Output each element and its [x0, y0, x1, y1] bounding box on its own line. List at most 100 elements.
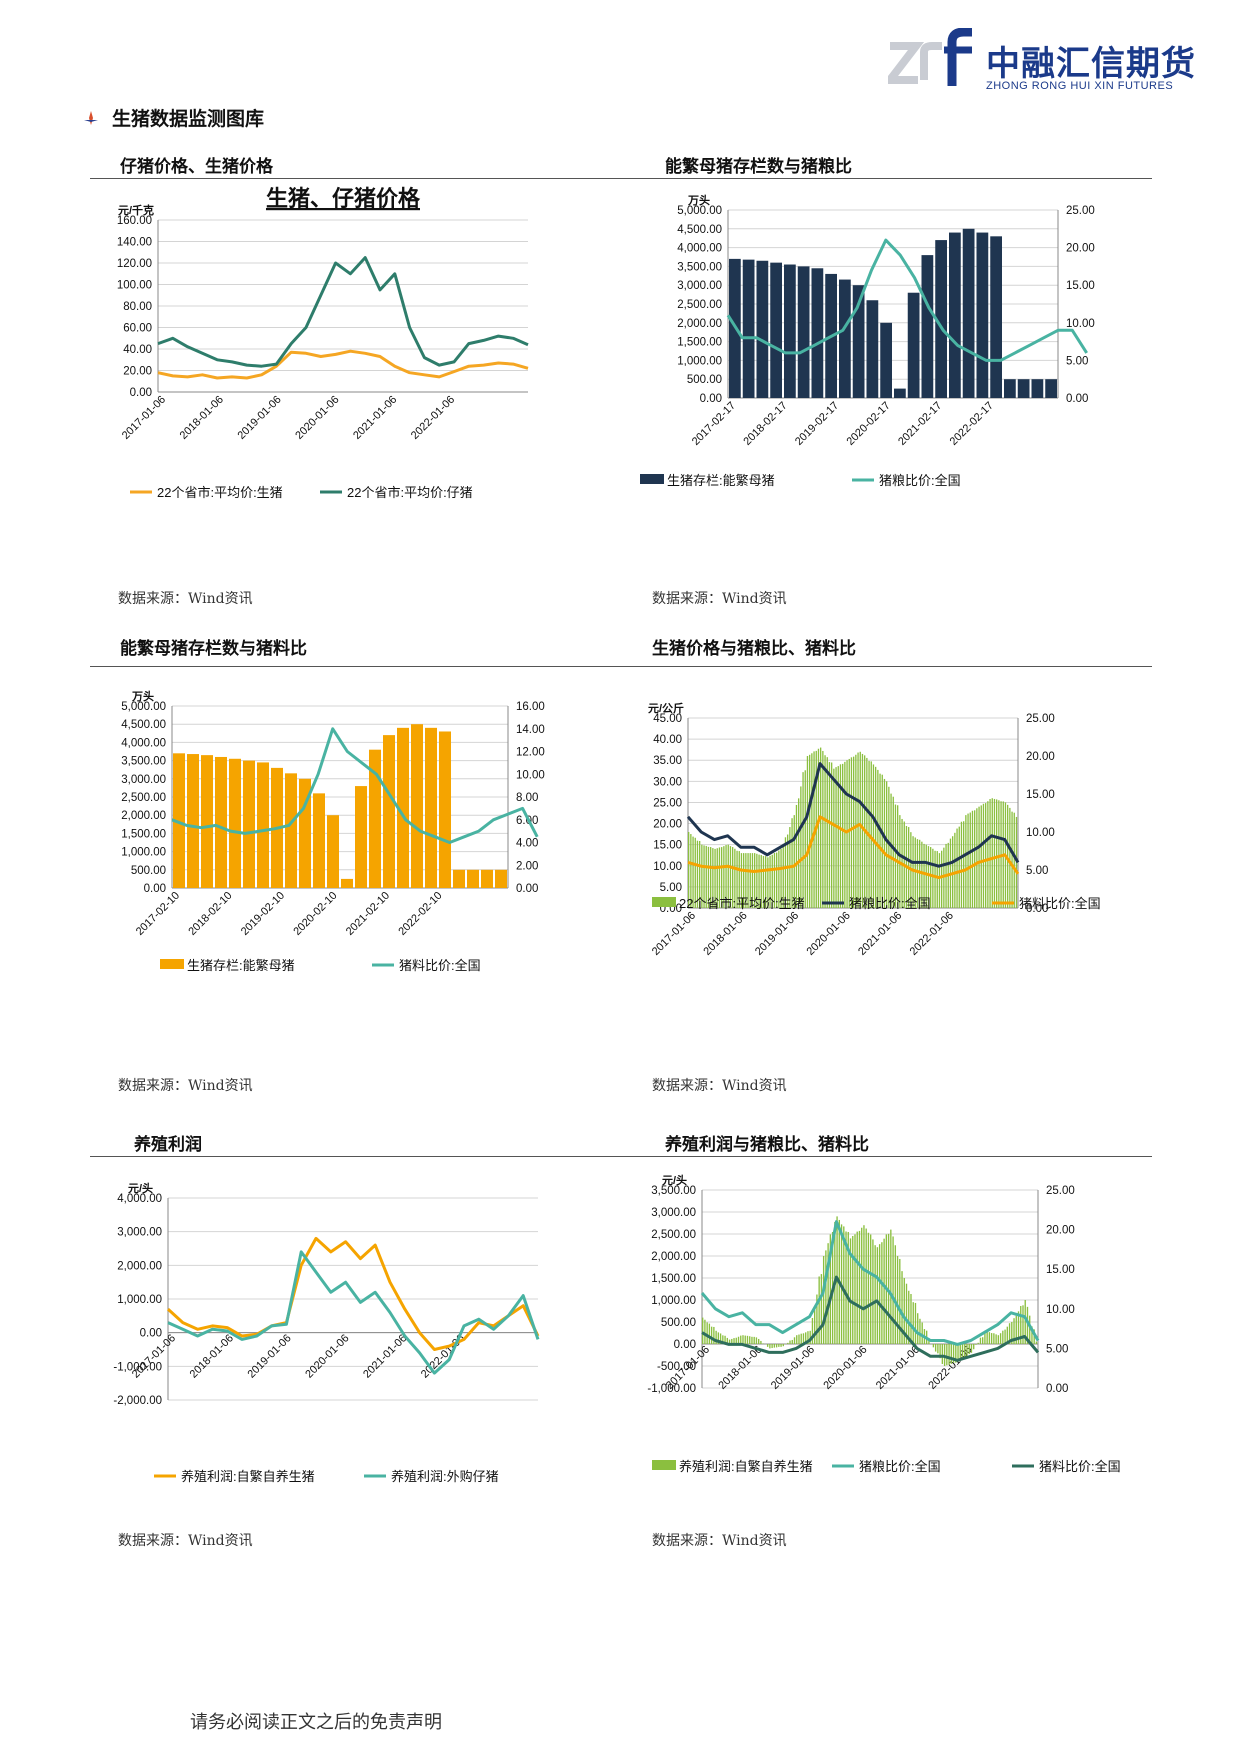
brand-name-cn: 中融汇信期货	[986, 44, 1196, 84]
bar	[782, 843, 784, 908]
bar	[1008, 1323, 1011, 1344]
bar	[872, 1239, 874, 1344]
bar	[717, 1332, 720, 1344]
bar	[934, 850, 936, 908]
y-tick-label: 160.00	[117, 215, 152, 227]
bar	[965, 815, 967, 908]
x-tick-label: 2017-01-06	[650, 910, 698, 958]
x-tick-label: 2019-01-06	[245, 1332, 293, 1380]
legend-label: 猪粮比价:全国	[879, 473, 961, 488]
bar	[883, 1238, 885, 1344]
y-tick-label: 3,000.00	[677, 280, 722, 292]
bar	[822, 1256, 825, 1344]
y-tick-label: 15.00	[653, 840, 682, 852]
bar	[809, 754, 811, 908]
bar	[848, 758, 850, 908]
bar	[722, 1335, 724, 1344]
y2-tick-label: 10.00	[1046, 1304, 1075, 1316]
x-tick-label: 2021-02-17	[896, 400, 944, 448]
bar	[993, 798, 996, 908]
bar	[762, 1343, 764, 1344]
bar	[775, 1344, 778, 1348]
x-tick-label: 2021-01-06	[874, 1344, 922, 1392]
y-tick-label: 1,000.00	[651, 1295, 696, 1307]
bar	[703, 845, 705, 908]
bullet-icon	[84, 108, 98, 130]
bar	[802, 1333, 805, 1344]
bar	[742, 259, 755, 398]
y-tick-label: 35.00	[653, 755, 682, 767]
bar	[880, 322, 892, 398]
bar	[756, 853, 758, 908]
bar	[229, 758, 241, 888]
x-tick-label: 2020-01-06	[821, 1344, 869, 1392]
y-tick-label: 60.00	[123, 323, 152, 335]
bar	[863, 1225, 865, 1344]
y-axis-unit: 元/公斤	[648, 701, 684, 715]
bar	[952, 1344, 955, 1363]
y-tick-label: 1,500.00	[677, 337, 722, 349]
bar	[798, 798, 800, 908]
bar	[956, 828, 958, 908]
bar	[874, 1245, 876, 1344]
bar	[995, 1334, 997, 1344]
bar	[835, 767, 837, 908]
y-tick-label: 500.00	[131, 865, 166, 877]
bar	[847, 1231, 849, 1344]
bar	[858, 1230, 861, 1344]
bar	[916, 839, 919, 908]
bar	[914, 837, 916, 908]
y-axis-unit: 元/千克	[118, 203, 154, 217]
bar	[1020, 1306, 1022, 1344]
bar	[930, 847, 932, 908]
bar	[1045, 379, 1057, 398]
bar	[977, 1342, 979, 1344]
bar	[903, 1278, 905, 1344]
x-tick-label: 2020-01-06	[303, 1332, 351, 1380]
bar	[852, 1236, 854, 1344]
legend-swatch	[652, 897, 676, 907]
bar	[949, 232, 961, 398]
bar	[984, 1330, 986, 1344]
bar	[744, 1335, 746, 1344]
source-note-1: 数据来源：Wind资讯	[118, 591, 253, 607]
y-tick-label: 2,000.00	[677, 318, 722, 330]
bar	[996, 799, 998, 908]
bar	[917, 1313, 919, 1344]
bar	[728, 1339, 731, 1344]
disclaimer-footer: 请务必阅读正文之后的免责声明	[190, 1712, 442, 1733]
bar	[905, 1283, 908, 1344]
series-line	[171, 727, 539, 844]
bar	[997, 1335, 1000, 1344]
divider	[90, 178, 1152, 179]
y-tick-label: 140.00	[117, 237, 152, 249]
bar	[896, 1255, 899, 1344]
bar	[710, 847, 712, 908]
bar	[738, 851, 740, 908]
x-tick-label: 2020-02-17	[845, 400, 893, 448]
bar	[962, 228, 975, 398]
bar	[173, 753, 185, 888]
bar	[765, 856, 767, 908]
bar	[699, 840, 701, 908]
bar	[397, 727, 409, 888]
bar	[734, 848, 736, 908]
bar	[805, 1332, 807, 1344]
bar	[797, 266, 810, 398]
bar	[932, 848, 934, 908]
x-tick-label: 2018-01-06	[716, 1344, 764, 1392]
bar	[921, 255, 934, 398]
bar	[733, 1338, 735, 1344]
bar	[702, 1317, 704, 1344]
bar	[804, 770, 806, 908]
bar	[758, 1338, 760, 1344]
bar	[769, 855, 771, 908]
bar	[908, 1290, 910, 1344]
y-tick-label: 4,500.00	[121, 719, 166, 731]
x-tick-label: 2019-02-17	[793, 400, 841, 448]
bar	[846, 760, 848, 908]
bar	[937, 1344, 939, 1354]
source-note-3: 数据来源：Wind资讯	[118, 1078, 253, 1094]
bar	[285, 773, 297, 888]
bar	[1035, 1341, 1038, 1344]
